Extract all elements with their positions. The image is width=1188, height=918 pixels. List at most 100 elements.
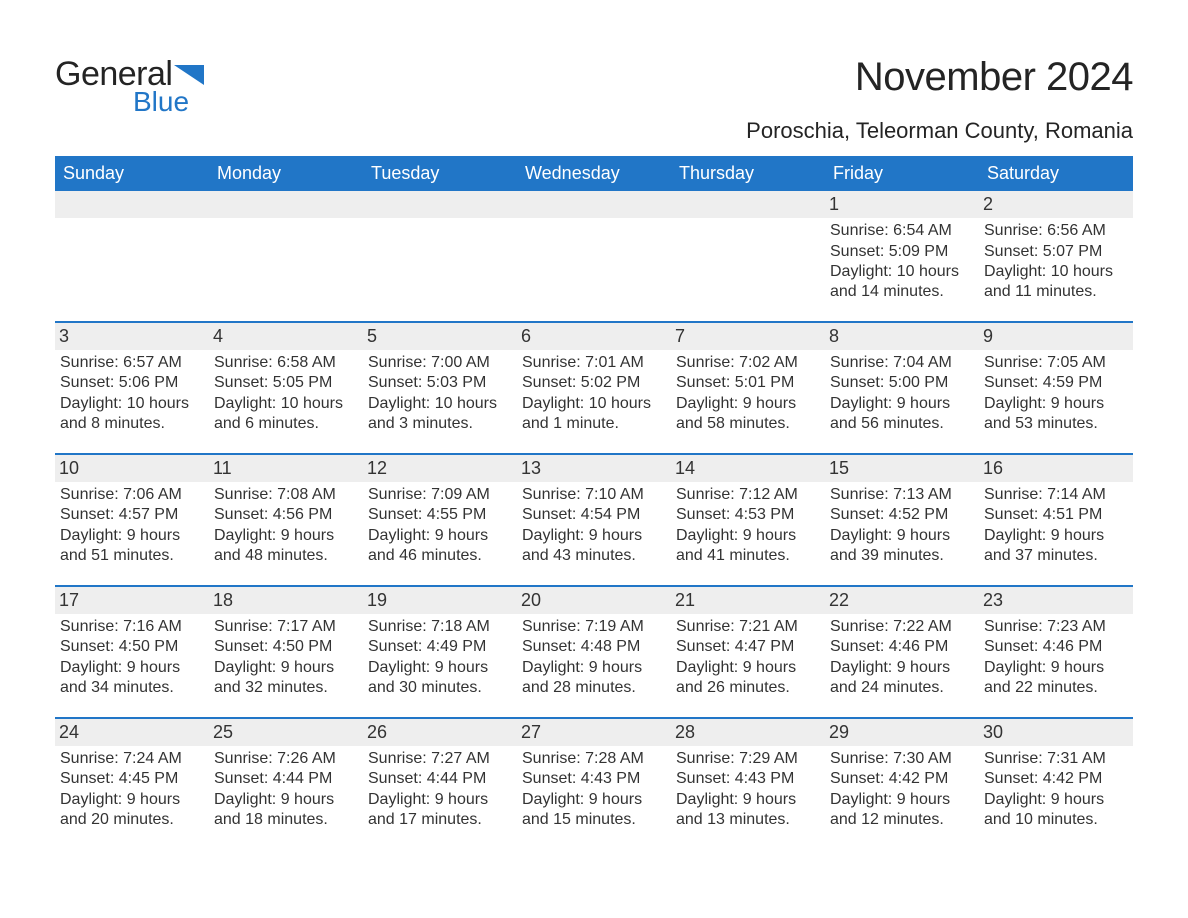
weekday-header: Sunday <box>55 157 209 190</box>
sunset-value: 4:43 PM <box>581 770 641 787</box>
sunrise-label: Sunrise: <box>368 618 427 635</box>
daynum-empty <box>209 191 363 218</box>
daylight-label: Daylight: <box>214 527 276 544</box>
weekday-header-row: SundayMondayTuesdayWednesdayThursdayFrid… <box>55 157 1133 190</box>
daylight-line: Daylight: 10 hours and 1 minute. <box>522 394 667 435</box>
sunrise-value: 7:27 AM <box>431 750 490 767</box>
sunset-value: 5:02 PM <box>581 374 641 391</box>
daylight-line: Daylight: 10 hours and 14 minutes. <box>830 262 975 303</box>
daylight-label: Daylight: <box>830 659 892 676</box>
day-detail: Sunrise: 7:10 AMSunset: 4:54 PMDaylight:… <box>521 485 667 567</box>
location: Poroschia, Teleorman County, Romania <box>746 118 1133 144</box>
sunset-value: 4:52 PM <box>889 506 949 523</box>
sunrise-line: Sunrise: 7:28 AM <box>522 749 667 769</box>
sunrise-line: Sunrise: 7:01 AM <box>522 353 667 373</box>
sunset-label: Sunset: <box>830 638 884 655</box>
daylight-label: Daylight: <box>830 527 892 544</box>
calendar-week-row: 17Sunrise: 7:16 AMSunset: 4:50 PMDayligh… <box>55 586 1133 718</box>
sunset-label: Sunset: <box>676 638 730 655</box>
sunset-label: Sunset: <box>830 770 884 787</box>
sunset-label: Sunset: <box>522 770 576 787</box>
day-detail: Sunrise: 7:12 AMSunset: 4:53 PMDaylight:… <box>675 485 821 567</box>
sunrise-value: 7:29 AM <box>739 750 798 767</box>
day-number: 27 <box>517 719 671 746</box>
sunrise-value: 7:01 AM <box>585 354 644 371</box>
day-detail: Sunrise: 7:30 AMSunset: 4:42 PMDaylight:… <box>829 749 975 831</box>
daylight-line: Daylight: 9 hours and 41 minutes. <box>676 526 821 567</box>
weekday-header: Friday <box>825 157 979 190</box>
daylight-line: Daylight: 9 hours and 39 minutes. <box>830 526 975 567</box>
daylight-line: Daylight: 9 hours and 10 minutes. <box>984 790 1129 831</box>
sunset-line: Sunset: 4:56 PM <box>214 505 359 525</box>
sunrise-label: Sunrise: <box>984 486 1043 503</box>
daylight-line: Daylight: 9 hours and 28 minutes. <box>522 658 667 699</box>
sunset-value: 4:48 PM <box>581 638 641 655</box>
daylight-line: Daylight: 9 hours and 53 minutes. <box>984 394 1129 435</box>
calendar-day-cell: 16Sunrise: 7:14 AMSunset: 4:51 PMDayligh… <box>979 454 1133 586</box>
day-number: 1 <box>825 191 979 218</box>
day-number: 23 <box>979 587 1133 614</box>
calendar-day-cell <box>671 190 825 322</box>
daylight-line: Daylight: 10 hours and 8 minutes. <box>60 394 205 435</box>
sunset-label: Sunset: <box>368 506 422 523</box>
day-detail: Sunrise: 7:05 AMSunset: 4:59 PMDaylight:… <box>983 353 1129 435</box>
day-detail: Sunrise: 6:56 AMSunset: 5:07 PMDaylight:… <box>983 221 1129 303</box>
calendar-day-cell: 11Sunrise: 7:08 AMSunset: 4:56 PMDayligh… <box>209 454 363 586</box>
calendar-day-cell: 4Sunrise: 6:58 AMSunset: 5:05 PMDaylight… <box>209 322 363 454</box>
sunrise-line: Sunrise: 6:54 AM <box>830 221 975 241</box>
sunset-label: Sunset: <box>214 374 268 391</box>
calendar-week-row: 10Sunrise: 7:06 AMSunset: 4:57 PMDayligh… <box>55 454 1133 586</box>
weekday-header: Tuesday <box>363 157 517 190</box>
sunrise-label: Sunrise: <box>676 750 735 767</box>
sunrise-value: 6:54 AM <box>893 222 952 239</box>
sunset-line: Sunset: 5:03 PM <box>368 373 513 393</box>
sunset-line: Sunset: 5:01 PM <box>676 373 821 393</box>
calendar-day-cell: 1Sunrise: 6:54 AMSunset: 5:09 PMDaylight… <box>825 190 979 322</box>
sunrise-value: 6:58 AM <box>277 354 336 371</box>
sunset-label: Sunset: <box>60 638 114 655</box>
sunset-value: 4:51 PM <box>1043 506 1103 523</box>
sunset-line: Sunset: 4:42 PM <box>830 769 975 789</box>
sunset-value: 4:50 PM <box>273 638 333 655</box>
daylight-line: Daylight: 9 hours and 12 minutes. <box>830 790 975 831</box>
daynum-empty <box>55 191 209 218</box>
daylight-label: Daylight: <box>214 659 276 676</box>
sunset-label: Sunset: <box>522 374 576 391</box>
day-number: 21 <box>671 587 825 614</box>
sunset-label: Sunset: <box>984 243 1038 260</box>
sunrise-line: Sunrise: 7:04 AM <box>830 353 975 373</box>
sunset-value: 4:44 PM <box>273 770 333 787</box>
day-detail: Sunrise: 7:21 AMSunset: 4:47 PMDaylight:… <box>675 617 821 699</box>
daylight-label: Daylight: <box>214 395 276 412</box>
sunrise-line: Sunrise: 7:24 AM <box>60 749 205 769</box>
sunset-value: 4:49 PM <box>427 638 487 655</box>
daynum-empty <box>363 191 517 218</box>
sunset-value: 4:44 PM <box>427 770 487 787</box>
sunset-line: Sunset: 5:00 PM <box>830 373 975 393</box>
sunset-line: Sunset: 4:59 PM <box>984 373 1129 393</box>
sunrise-label: Sunrise: <box>522 486 581 503</box>
weekday-header: Thursday <box>671 157 825 190</box>
daylight-label: Daylight: <box>830 395 892 412</box>
calendar-day-cell: 10Sunrise: 7:06 AMSunset: 4:57 PMDayligh… <box>55 454 209 586</box>
daylight-line: Daylight: 9 hours and 13 minutes. <box>676 790 821 831</box>
day-number: 30 <box>979 719 1133 746</box>
sunset-value: 4:42 PM <box>889 770 949 787</box>
daylight-line: Daylight: 9 hours and 17 minutes. <box>368 790 513 831</box>
day-number: 12 <box>363 455 517 482</box>
daylight-label: Daylight: <box>522 659 584 676</box>
sunset-label: Sunset: <box>676 506 730 523</box>
daylight-label: Daylight: <box>368 395 430 412</box>
daylight-label: Daylight: <box>984 263 1046 280</box>
sunrise-label: Sunrise: <box>830 750 889 767</box>
daylight-label: Daylight: <box>522 395 584 412</box>
sunset-label: Sunset: <box>984 638 1038 655</box>
daylight-line: Daylight: 9 hours and 20 minutes. <box>60 790 205 831</box>
daylight-label: Daylight: <box>60 659 122 676</box>
sunrise-label: Sunrise: <box>984 354 1043 371</box>
sunrise-value: 7:08 AM <box>277 486 336 503</box>
sunset-label: Sunset: <box>60 374 114 391</box>
sunset-line: Sunset: 4:43 PM <box>676 769 821 789</box>
sunset-line: Sunset: 5:02 PM <box>522 373 667 393</box>
sunrise-line: Sunrise: 7:05 AM <box>984 353 1129 373</box>
